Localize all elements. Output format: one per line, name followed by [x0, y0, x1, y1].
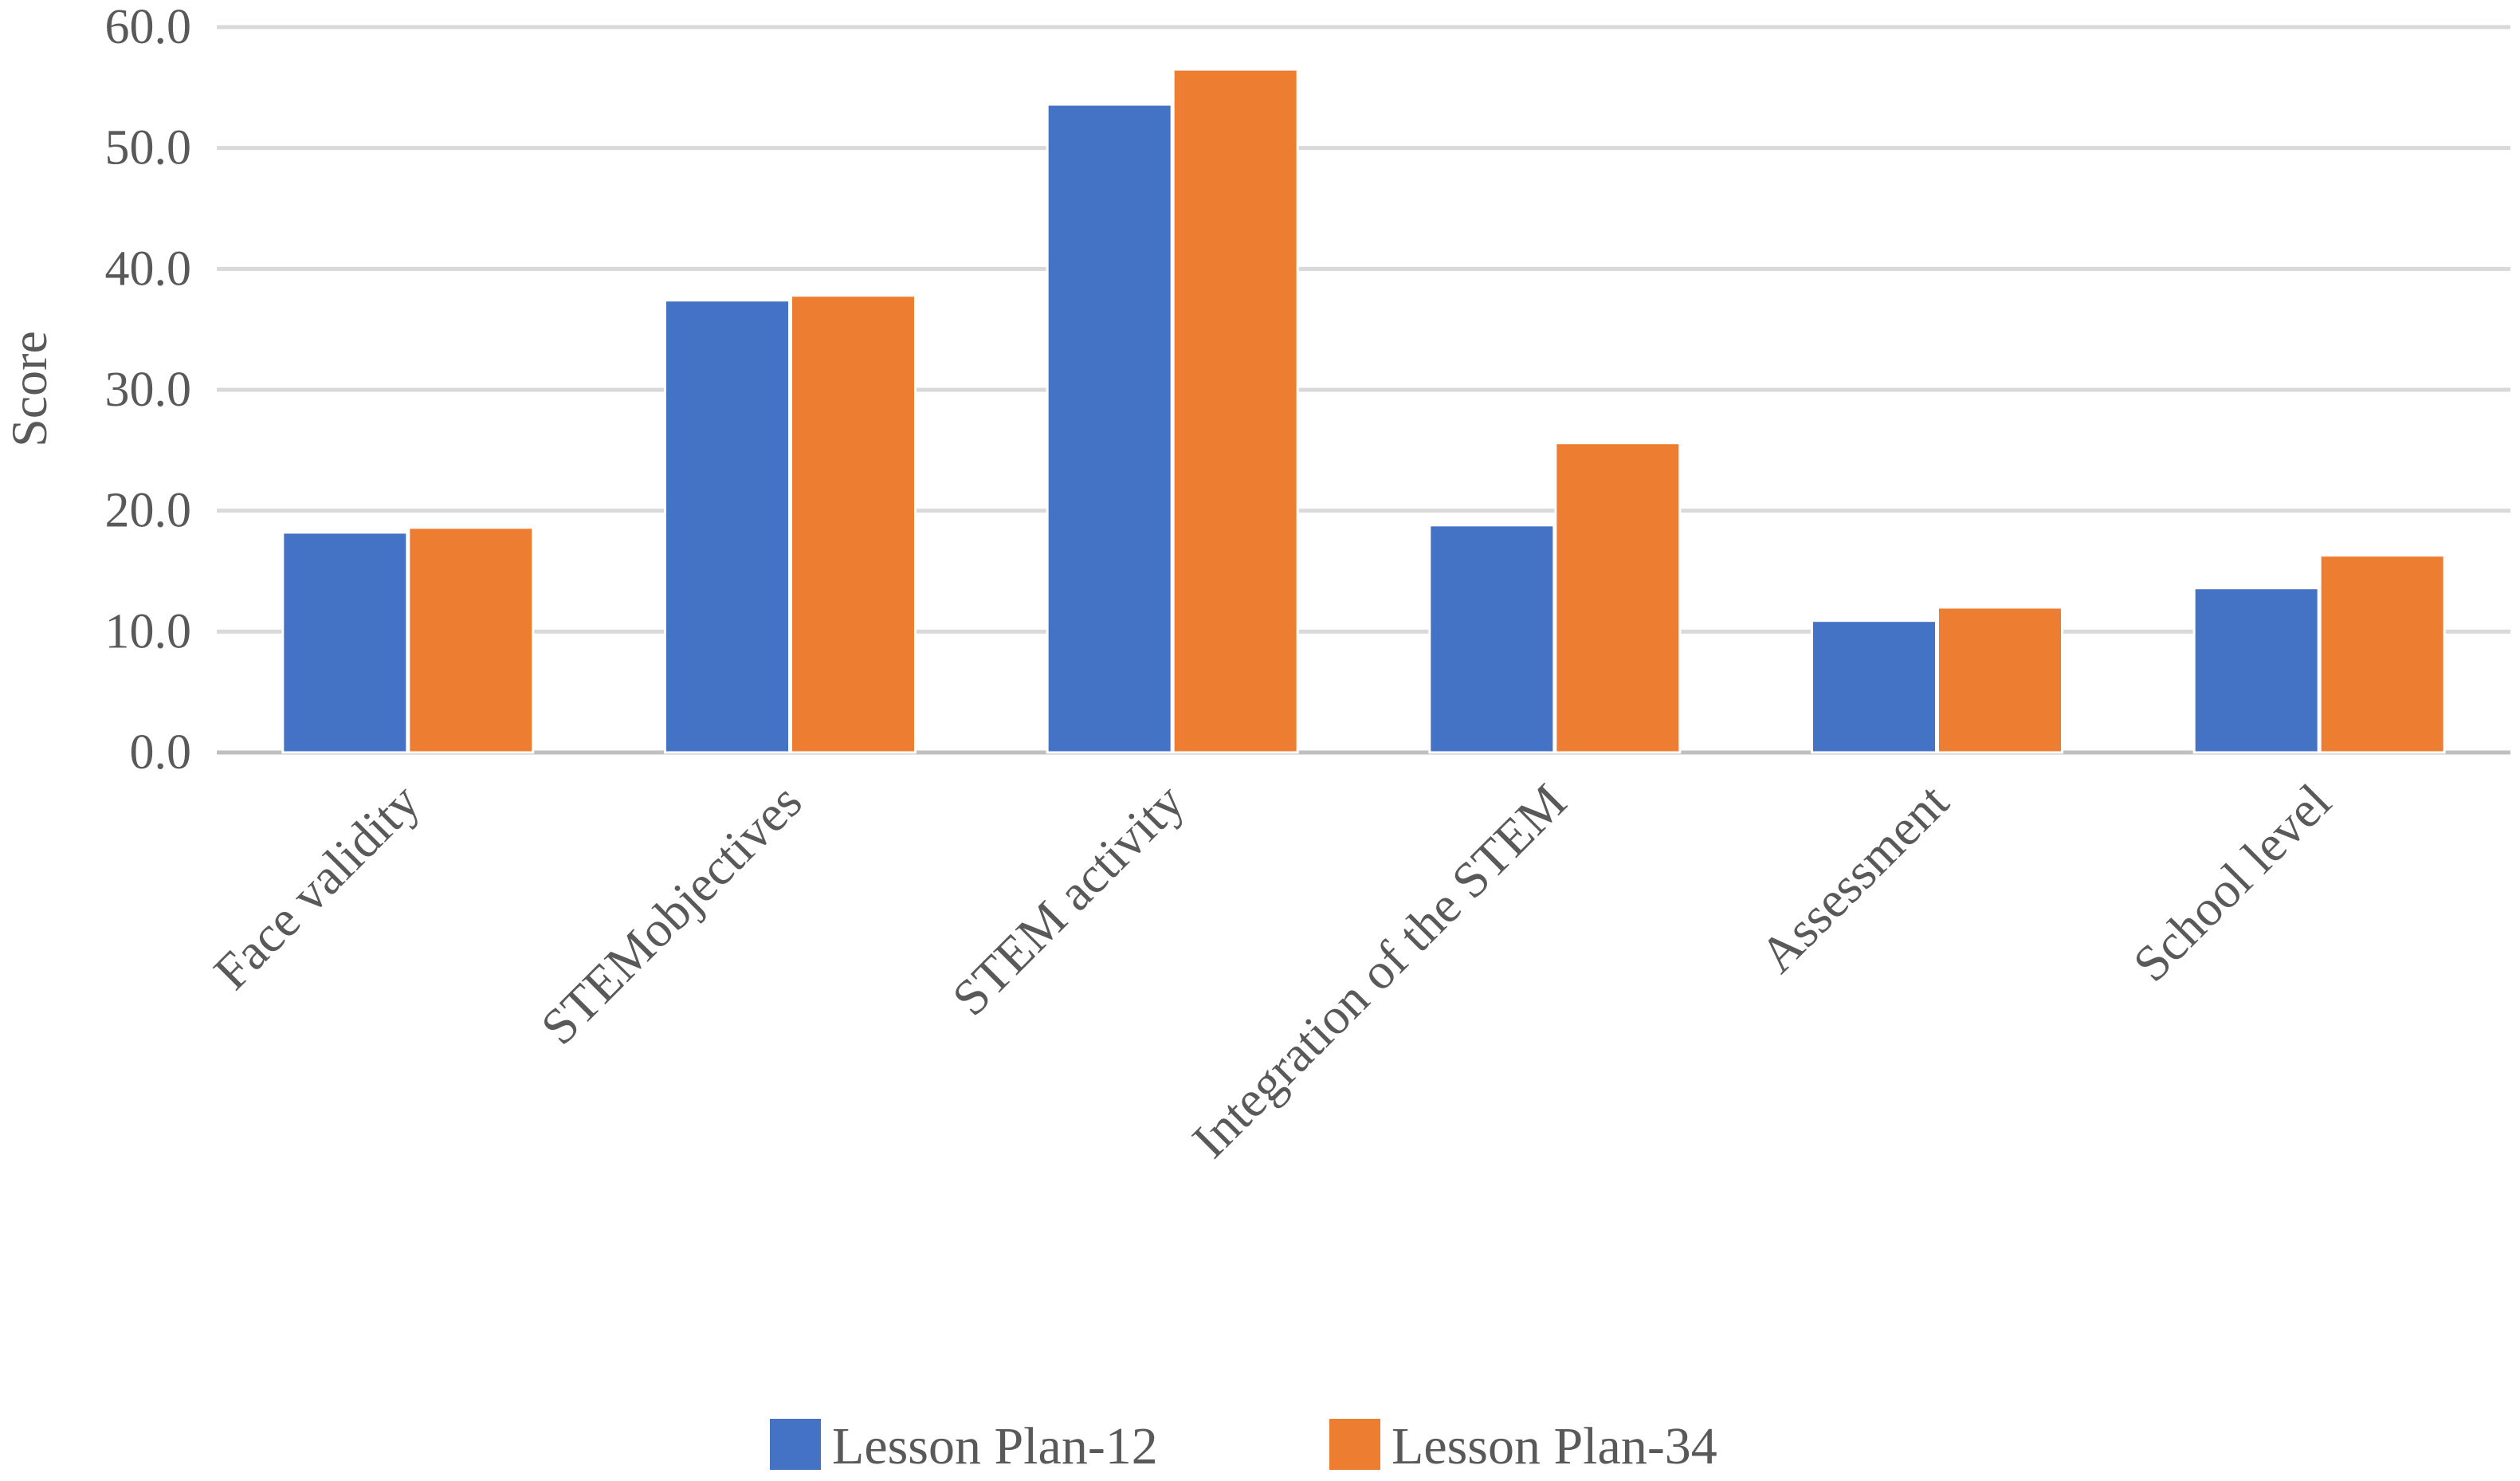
bar-lesson-plan-12 [1811, 619, 1937, 754]
y-tick-label: 60.0 [105, 0, 192, 54]
bar-lesson-plan-12 [664, 299, 791, 754]
bar-lesson-plan-34 [1554, 442, 1682, 754]
y-tick-label: 40.0 [105, 242, 192, 296]
bar-lesson-plan-12 [1046, 103, 1173, 754]
x-tick-label: Assessment [1749, 773, 1959, 984]
bar-lesson-plan-34 [407, 526, 535, 754]
y-axis-ticks: 0.0 10.0 20.0 30.0 40.0 50.0 60.0 [105, 0, 192, 780]
bar-lesson-plan-34 [790, 294, 917, 754]
legend: Lesson Plan-12 Lesson Plan-34 [770, 1417, 1717, 1475]
x-tick-label: STEM activity [941, 773, 1195, 1027]
gridlines [217, 25, 2510, 755]
legend-label: Lesson Plan-12 [832, 1417, 1158, 1475]
y-tick-label: 0.0 [130, 725, 192, 780]
legend-swatch [770, 1419, 821, 1470]
y-tick-label: 20.0 [105, 484, 192, 538]
bars [281, 68, 2446, 754]
x-axis-ticks: Face validity STEMobjectives STEM activity… [203, 773, 2342, 1169]
y-axis-label: Score [1, 331, 57, 447]
bar-lesson-plan-12 [1428, 524, 1556, 754]
bar-lesson-plan-12 [2192, 587, 2320, 754]
bar-lesson-plan-12 [281, 531, 409, 754]
x-tick-label: School level [2122, 773, 2341, 992]
y-tick-label: 50.0 [105, 121, 192, 175]
bar-lesson-plan-34 [2318, 554, 2446, 754]
bar-lesson-plan-34 [1172, 68, 1299, 754]
y-tick-label: 10.0 [105, 604, 192, 658]
y-tick-label: 30.0 [105, 363, 192, 417]
legend-label: Lesson Plan-34 [1391, 1417, 1717, 1475]
bar-lesson-plan-34 [1937, 606, 2063, 754]
x-tick-label: STEMobjectives [530, 773, 812, 1055]
legend-swatch [1329, 1419, 1380, 1470]
x-tick-label: Integration of the STEM [1181, 773, 1576, 1169]
x-tick-label: Face validity [203, 773, 430, 1000]
